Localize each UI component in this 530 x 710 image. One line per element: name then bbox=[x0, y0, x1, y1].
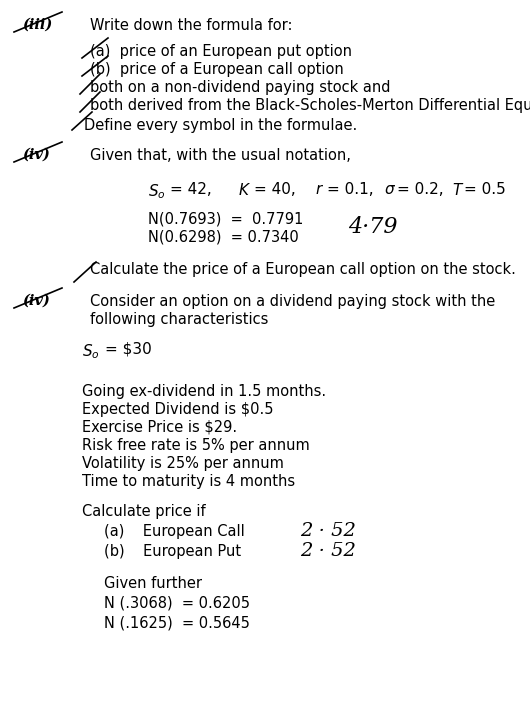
Text: both derived from the Black-Scholes-Merton Differential Equations: both derived from the Black-Scholes-Mert… bbox=[90, 98, 530, 113]
Text: (a)    European Call: (a) European Call bbox=[104, 524, 245, 539]
Text: 2 · 52: 2 · 52 bbox=[300, 522, 356, 540]
Text: N(0.7693)  =  0.7791: N(0.7693) = 0.7791 bbox=[148, 212, 303, 227]
Text: Calculate the price of a European call option on the stock.: Calculate the price of a European call o… bbox=[90, 262, 516, 277]
Text: Given that, with the usual notation,: Given that, with the usual notation, bbox=[90, 148, 351, 163]
Text: = 42,: = 42, bbox=[170, 182, 212, 197]
Text: both on a non-dividend paying stock and: both on a non-dividend paying stock and bbox=[90, 80, 391, 95]
Text: following characteristics: following characteristics bbox=[90, 312, 268, 327]
Text: (iv): (iv) bbox=[22, 294, 50, 308]
Text: = 0.5: = 0.5 bbox=[464, 182, 506, 197]
Text: Calculate price if: Calculate price if bbox=[82, 504, 206, 519]
Text: Going ex-dividend in 1.5 months.: Going ex-dividend in 1.5 months. bbox=[82, 384, 326, 399]
Text: $T$: $T$ bbox=[452, 182, 464, 198]
Text: Risk free rate is 5% per annum: Risk free rate is 5% per annum bbox=[82, 438, 310, 453]
Text: $S_o$: $S_o$ bbox=[148, 182, 166, 201]
Text: Volatility is 25% per annum: Volatility is 25% per annum bbox=[82, 456, 284, 471]
Text: Expected Dividend is $0.5: Expected Dividend is $0.5 bbox=[82, 402, 273, 417]
Text: $r$: $r$ bbox=[315, 182, 324, 197]
Text: $\sigma$: $\sigma$ bbox=[384, 182, 396, 197]
Text: Time to maturity is 4 months: Time to maturity is 4 months bbox=[82, 474, 295, 489]
Text: N (.3068)  = 0.6205: N (.3068) = 0.6205 bbox=[104, 596, 250, 611]
Text: (iii): (iii) bbox=[22, 18, 52, 32]
Text: (b)    European Put: (b) European Put bbox=[104, 544, 241, 559]
Text: (b)  price of a European call option: (b) price of a European call option bbox=[90, 62, 344, 77]
Text: $S_o$: $S_o$ bbox=[82, 342, 100, 361]
Text: (a)  price of an European put option: (a) price of an European put option bbox=[90, 44, 352, 59]
Text: Given further: Given further bbox=[104, 576, 202, 591]
Text: N(0.6298)  = 0.7340: N(0.6298) = 0.7340 bbox=[148, 230, 299, 245]
Text: Consider an option on a dividend paying stock with the: Consider an option on a dividend paying … bbox=[90, 294, 495, 309]
Text: = 0.1,: = 0.1, bbox=[327, 182, 374, 197]
Text: = 40,: = 40, bbox=[254, 182, 296, 197]
Text: N (.1625)  = 0.5645: N (.1625) = 0.5645 bbox=[104, 616, 250, 631]
Text: (iv): (iv) bbox=[22, 148, 50, 162]
Text: Write down the formula for:: Write down the formula for: bbox=[90, 18, 293, 33]
Text: = $30: = $30 bbox=[105, 342, 152, 357]
Text: $K$: $K$ bbox=[238, 182, 251, 198]
Text: Define every symbol in the formulae.: Define every symbol in the formulae. bbox=[84, 118, 357, 133]
Text: 2 · 52: 2 · 52 bbox=[300, 542, 356, 560]
Text: = 0.2,: = 0.2, bbox=[397, 182, 444, 197]
Text: Exercise Price is $29.: Exercise Price is $29. bbox=[82, 420, 237, 435]
Text: 4·79: 4·79 bbox=[348, 216, 398, 238]
